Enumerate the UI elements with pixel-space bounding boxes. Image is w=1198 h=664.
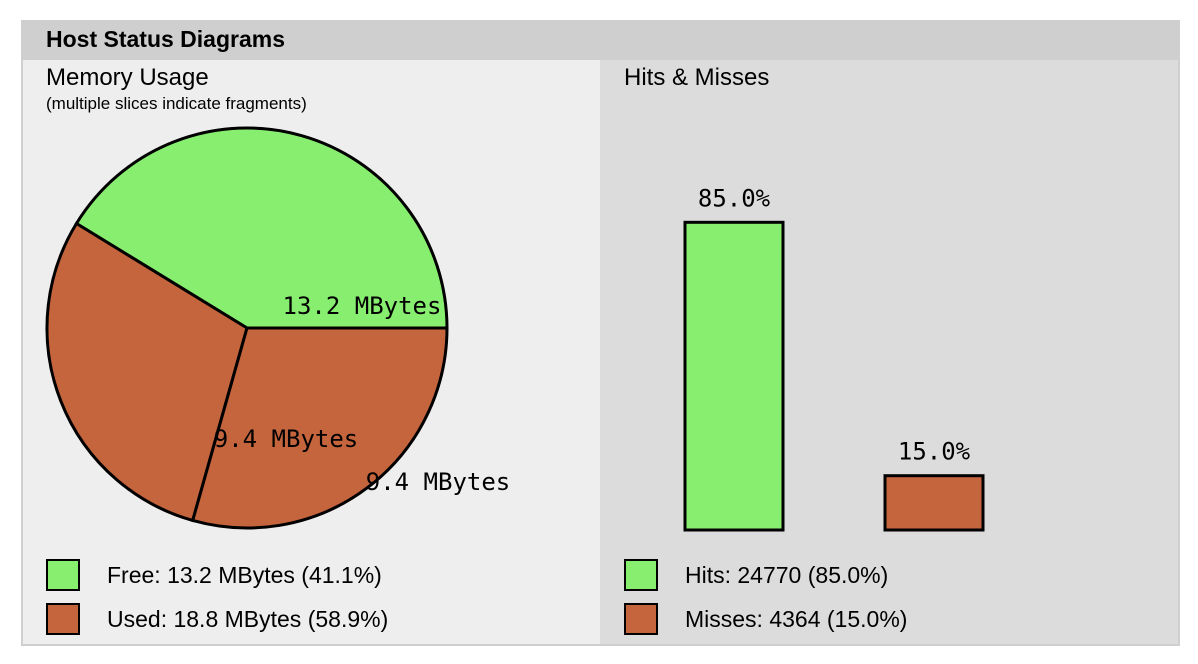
pie-slice-free [74, 126, 449, 330]
pie-slice-label: 9.4 MBytes [366, 468, 511, 496]
legend-free: Free: 13.2 MBytes (41.1%) [46, 559, 382, 591]
memory-usage-subtitle: (multiple slices indicate fragments) [46, 94, 307, 113]
legend-swatch-free [46, 559, 80, 591]
legend-swatch-hits [624, 559, 658, 591]
pie-slice-used [190, 326, 449, 530]
legend-swatch-misses [624, 603, 658, 635]
bar-hits [683, 220, 785, 532]
legend-used-text: Used: 18.8 MBytes (58.9%) [107, 605, 389, 632]
bar-misses [883, 474, 985, 532]
pie-slice-label: 13.2 MBytes [283, 292, 442, 320]
hits-misses-cell: Hits & Misses 85.0% 15.0% Hits: 24770 (85… [600, 60, 1178, 644]
pie-slice-label: 9.4 MBytes [214, 425, 359, 453]
hits-misses-title: Hits & Misses [624, 64, 770, 91]
legend-misses-text: Misses: 4364 (15.0%) [685, 605, 908, 632]
bar-label-misses: 15.0% [898, 438, 971, 466]
memory-usage-cell: Memory Usage (multiple slices indicate f… [23, 60, 600, 644]
legend-misses: Misses: 4364 (15.0%) [624, 603, 907, 635]
pie-slice-used [45, 221, 249, 523]
hits-misses-bar-chart: 85.0% 15.0% [683, 184, 985, 532]
legend-free-text: Free: 13.2 MBytes (41.1%) [107, 561, 382, 588]
legend-swatch-used [46, 603, 80, 635]
legend-hits: Hits: 24770 (85.0%) [624, 559, 888, 591]
bar-label-hits: 85.0% [698, 184, 771, 212]
panel-title: Host Status Diagrams [46, 26, 286, 52]
memory-usage-title: Memory Usage [46, 64, 209, 91]
legend-hits-text: Hits: 24770 (85.0%) [685, 561, 889, 588]
legend-used: Used: 18.8 MBytes (58.9%) [46, 603, 388, 635]
